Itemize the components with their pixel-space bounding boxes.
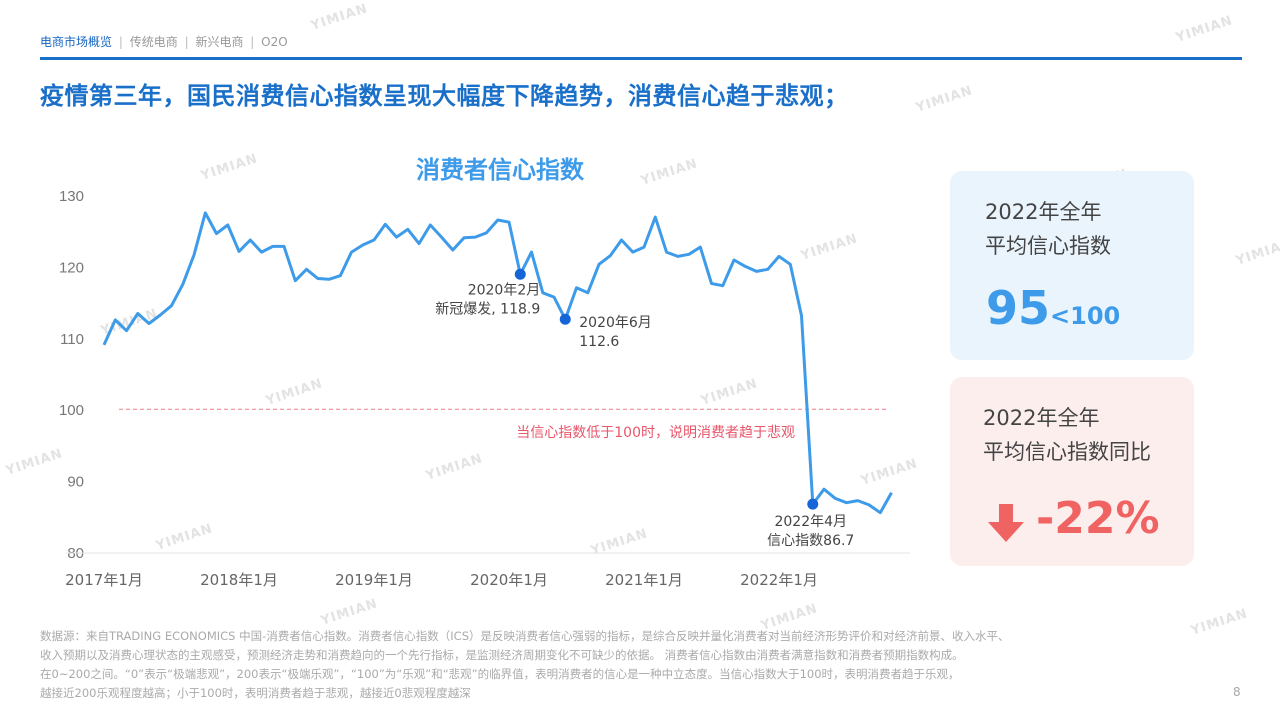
highlight-marker xyxy=(559,313,571,325)
card-label: 2022年全年 平均信心指数 xyxy=(985,200,1111,258)
card-value: -22% xyxy=(988,493,1160,548)
nav-separator: | xyxy=(184,35,189,49)
header-divider xyxy=(40,57,1242,60)
watermark: YIMIAN xyxy=(319,596,380,629)
annotation-label: 2020年6月 xyxy=(579,315,652,331)
nav-separator: | xyxy=(118,35,123,49)
y-tick-label: 90 xyxy=(67,474,84,491)
x-tick-label: 2019年1月 xyxy=(335,571,413,589)
highlight-marker xyxy=(514,268,526,280)
watermark: YIMIAN xyxy=(1234,236,1280,269)
chart-title: 消费者信心指数 xyxy=(416,156,584,184)
y-tick-label: 120 xyxy=(59,259,84,276)
x-tick-label: 2018年1月 xyxy=(200,571,278,589)
nav-item-o2o[interactable]: O2O xyxy=(261,35,288,49)
y-tick-label: 130 xyxy=(59,188,84,205)
x-tick-label: 2021年1月 xyxy=(605,571,683,589)
data-series xyxy=(102,211,893,515)
nav-separator: | xyxy=(250,35,255,49)
highlight-marker xyxy=(807,498,819,510)
nav-item-emerging-ecommerce[interactable]: 新兴电商 xyxy=(195,35,244,49)
arrow-down-icon xyxy=(988,503,1024,542)
card-label: 2022年全年 平均信心指数同比 xyxy=(983,406,1151,464)
nav-item-market-overview[interactable]: 电商市场概览 xyxy=(40,35,113,49)
annotation-label: 2020年2月 xyxy=(468,282,541,298)
annotation-label: 信心指数86.7 xyxy=(767,533,854,549)
card-value: 95<100 xyxy=(986,281,1120,335)
data-source-footnote: 数据源：来自TRADING ECONOMICS 中国-消费者信心指数。消费者信心… xyxy=(40,629,1010,700)
y-tick-label: 110 xyxy=(60,331,84,348)
consumer-confidence-line xyxy=(102,211,893,515)
yoy-change-value: -22% xyxy=(1036,493,1160,544)
x-axis: 2017年1月 2018年1月 2019年1月 2020年1月 2021年1月 2022年… xyxy=(65,552,910,589)
page-number: 8 xyxy=(1233,685,1241,699)
annotation-label: 2022年4月 xyxy=(774,514,847,530)
x-tick-label: 2022年1月 xyxy=(740,571,818,589)
reference-line: 当信心指数低于100时，说明消费者趋于悲观 xyxy=(119,408,886,441)
annotation-label: 112.6 xyxy=(579,334,619,350)
threshold-annotation: 当信心指数低于100时，说明消费者趋于悲观 xyxy=(516,424,795,441)
watermark: YIMIAN xyxy=(1189,606,1250,639)
avg-index-card: 2022年全年 平均信心指数 95<100 xyxy=(950,171,1194,360)
section-nav: 电商市场概览 | 传统电商 | 新兴电商 | O2O xyxy=(40,33,288,50)
watermark: YIMIAN xyxy=(1174,13,1235,46)
avg-index-value: 95 xyxy=(986,281,1051,335)
threshold-comparison: <100 xyxy=(1050,302,1121,330)
annotation-label: 新冠爆发, 118.9 xyxy=(435,301,540,317)
page-headline: 疫情第三年，国民消费信心指数呈现大幅度下降趋势，消费信心趋于悲观； xyxy=(40,82,849,110)
y-tick-label: 100 xyxy=(59,402,84,419)
x-tick-label: 2020年1月 xyxy=(470,571,548,589)
x-tick-label: 2017年1月 xyxy=(65,571,143,589)
nav-item-traditional-ecommerce[interactable]: 传统电商 xyxy=(129,35,178,49)
yoy-change-card: 2022年全年 平均信心指数同比 -22% xyxy=(950,377,1194,566)
